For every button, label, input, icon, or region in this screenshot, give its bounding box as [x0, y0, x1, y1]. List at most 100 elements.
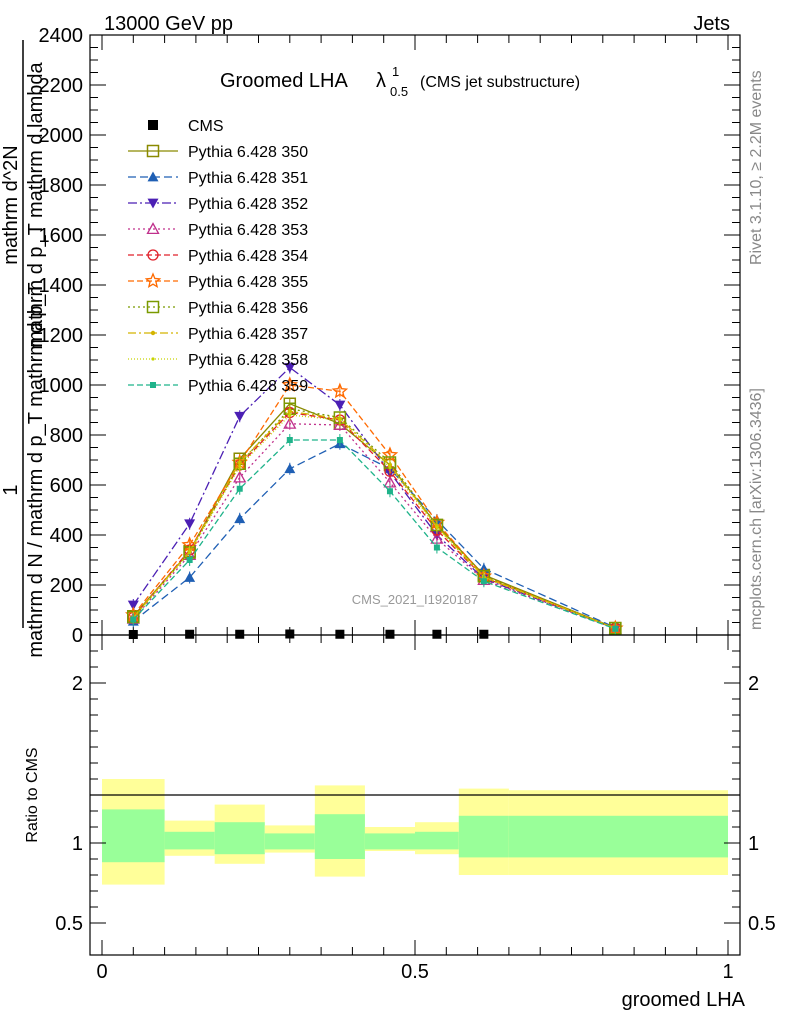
y-tick-label: 2200: [39, 75, 84, 97]
legend-label: Pythia 6.428 359: [188, 378, 308, 395]
plot-title-sup: 1: [392, 64, 399, 79]
ratio-x-tick-label: 0.5: [401, 961, 429, 983]
series-marker: [186, 557, 193, 563]
ratio-band-inner: [264, 833, 315, 850]
series-marker: [236, 485, 243, 492]
ratio-band-inner: [102, 809, 165, 863]
legend-label: Pythia 6.428 351: [188, 170, 308, 187]
series-line: [132, 366, 616, 630]
series-marker: [284, 463, 296, 474]
series-marker: [238, 464, 242, 468]
mcplots-label: mcplots.cern.ch [arXiv:1306.3436]: [748, 388, 765, 630]
ratio-y-tick-label: 2: [72, 673, 83, 695]
series-marker: [234, 411, 246, 422]
series-marker: [388, 465, 392, 470]
y-tick-label: 1000: [39, 375, 84, 397]
y-tick-label: 400: [50, 525, 83, 547]
legend: CMS Pythia 6.428 350 Pythia 6.428 351 Pythi…: [128, 118, 308, 395]
ratio-xlabel: groomed LHA: [622, 989, 746, 1011]
y-tick-label: 2000: [39, 125, 84, 147]
header-right: Jets: [693, 13, 730, 35]
series-marker: [480, 578, 487, 585]
ratio-y-tick-label-right: 0.5: [748, 913, 776, 935]
ylabel-numerator: 1: [0, 484, 22, 495]
ratio-band-inner: [314, 814, 365, 859]
series-marker: [184, 572, 196, 582]
legend-label: Pythia 6.428 353: [188, 222, 308, 239]
legend-label-cms: CMS: [188, 118, 224, 135]
series-marker: [286, 437, 293, 443]
y-tick-label: 800: [50, 425, 83, 447]
series-marker: [386, 488, 393, 495]
cms-data-point: [185, 629, 195, 639]
series-marker: [146, 144, 160, 158]
series-marker: [130, 616, 137, 623]
series-marker: [144, 272, 162, 289]
series-line: [132, 443, 616, 629]
y-tick-label: 600: [50, 475, 83, 497]
series-marker: [150, 330, 156, 336]
ratio-y-axis: 0.5 0.5 1 1 2 2: [55, 650, 776, 935]
series-marker: [150, 382, 156, 388]
cms-data-point: [235, 629, 245, 639]
series-marker: [433, 544, 440, 551]
ratio-ylabel: Ratio to CMS: [24, 747, 41, 842]
ratio-plot: 0.5 0.51 12 2 0 0.5 1 Ratio to CMS groomed LH…: [24, 634, 776, 1011]
series-marker: [233, 470, 247, 483]
series-marker: [334, 400, 346, 411]
cms-data-point: [285, 629, 295, 639]
series-marker: [147, 198, 159, 209]
ratio-x-tick-label: 1: [722, 961, 733, 983]
ratio-band-inner: [164, 831, 215, 850]
series-marker: [146, 222, 160, 235]
ylabel-numerator-2: mathrm d^2N: [0, 145, 22, 264]
series-marker: [283, 416, 297, 429]
legend-marker-cms: [148, 120, 158, 130]
main-y-axis: 0 200 400 600 800 1000 1200 1400 1600 1800 2000 220…: [39, 25, 740, 647]
series-marker: [234, 513, 246, 524]
rivet-label: Rivet 3.1.10, ≥ 2.2M events: [748, 70, 765, 265]
cms-data-point: [432, 629, 442, 639]
plot-title: Groomed LHA: [220, 70, 348, 92]
series-marker: [331, 382, 349, 399]
series-marker: [284, 363, 296, 373]
y-tick-label: 200: [50, 575, 83, 597]
plot-title-symbol: λ: [376, 70, 386, 92]
series-marker: [281, 376, 299, 393]
legend-label: Pythia 6.428 358: [188, 352, 308, 369]
main-ylabel: 1 mathrm d N / mathrm d p_T mathrm d p_T…: [0, 40, 47, 658]
series-marker: [147, 249, 159, 261]
series-marker: [336, 437, 343, 443]
ratio-band-inner: [458, 815, 509, 858]
y-tick-label: 1400: [39, 275, 84, 297]
cms-data-point: [479, 629, 489, 639]
legend-label: Pythia 6.428 350: [188, 144, 308, 161]
ratio-y-tick-label-right: 2: [748, 673, 759, 695]
series-layer: [125, 361, 624, 636]
y-tick-label: 1600: [39, 225, 84, 247]
series-marker: [338, 418, 342, 422]
cms-data-point: [385, 629, 395, 639]
cms-data-point: [335, 629, 345, 639]
ylabel-denominator: mathrm d N / mathrm d p_T mathrm d p_T: [25, 282, 47, 657]
series-marker: [147, 171, 159, 182]
ratio-bands: [102, 779, 728, 885]
series-marker: [288, 413, 292, 417]
series-marker: [184, 519, 196, 530]
series-marker: [151, 357, 155, 361]
header-left: 13000 GeV pp: [104, 13, 233, 35]
ratio-band-inner: [508, 815, 728, 858]
ratio-band-inner: [364, 833, 415, 850]
legend-label: Pythia 6.428 355: [188, 274, 308, 291]
ylabel-denominator-2: mathrm d p_T mathrm d lambda: [25, 61, 47, 347]
y-tick-label: 1200: [39, 325, 84, 347]
ratio-band-inner: [214, 822, 265, 855]
ratio-x-tick-label: 0: [96, 961, 107, 983]
ratio-band-inner: [415, 831, 459, 850]
series-marker: [435, 525, 439, 530]
analysis-watermark: CMS_2021_I1920187: [352, 592, 479, 607]
plot-title-note: (CMS jet substructure): [420, 74, 580, 91]
series-marker: [127, 600, 139, 611]
y-tick-label: 2400: [39, 25, 84, 47]
